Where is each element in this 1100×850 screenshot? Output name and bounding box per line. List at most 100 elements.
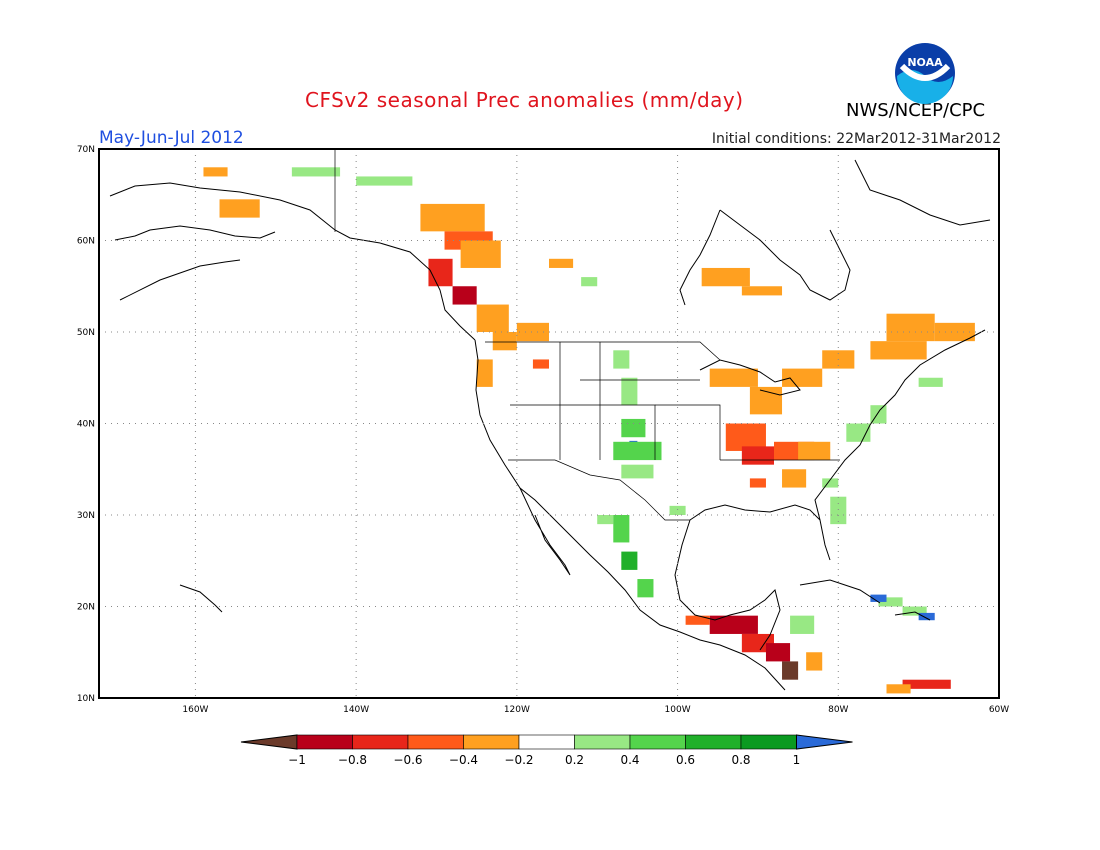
lat-tick-50N: 50N xyxy=(77,328,95,338)
colorbar-label: −1 xyxy=(288,753,306,767)
anomaly-cell xyxy=(918,612,935,621)
initial-conditions: Initial conditions: 22Mar2012-31Mar2012 xyxy=(711,131,1001,147)
anomaly-cell xyxy=(830,496,847,525)
anomaly-cell xyxy=(846,423,871,442)
anomaly-cell xyxy=(420,203,485,232)
lat-tick-labels: 10N 20N 30N 40N 50N 60N 70N xyxy=(77,145,95,704)
anomaly-cell xyxy=(219,199,260,218)
anomaly-cell xyxy=(782,368,823,387)
anomaly-cell xyxy=(356,176,413,186)
colorbar-segment xyxy=(407,734,464,750)
colorbar-label: 0.6 xyxy=(676,753,695,767)
colorbar-label: 1 xyxy=(793,753,801,767)
colorbar: −1 −0.8 −0.6 −0.4 −0.2 0.2 0.4 0.6 0.8 1 xyxy=(240,734,853,767)
colorbar-segment xyxy=(352,734,409,750)
lat-tick-70N: 70N xyxy=(77,145,95,155)
anomaly-cell xyxy=(452,286,477,305)
anomaly-cell xyxy=(765,643,791,662)
anomaly-cell xyxy=(613,350,630,369)
anomaly-cell xyxy=(621,418,646,438)
anomaly-cell xyxy=(203,167,228,177)
anomaly-cell xyxy=(870,341,927,360)
lat-tick-40N: 40N xyxy=(77,420,95,430)
noaa-logo-text: NOAA xyxy=(907,56,943,69)
anomaly-cell xyxy=(918,377,943,387)
anomaly-cell xyxy=(621,551,638,570)
anomaly-cell xyxy=(798,441,831,461)
lat-tick-10N: 10N xyxy=(77,694,95,704)
colorbar-label: −0.8 xyxy=(338,753,367,767)
lon-tick-140W: 140W xyxy=(343,705,369,715)
colorbar-segment xyxy=(629,734,686,750)
anomaly-cell xyxy=(291,167,341,177)
lon-tick-labels: 160W 140W 120W 100W 80W 60W xyxy=(182,705,1009,715)
lon-tick-120W: 120W xyxy=(504,705,530,715)
noaa-logo: NOAA xyxy=(895,43,955,104)
agency-label: NWS/NCEP/CPC xyxy=(846,100,986,121)
anomaly-cell xyxy=(460,240,501,268)
anomaly-cell xyxy=(637,579,654,598)
anomaly-cell xyxy=(709,368,758,387)
colorbar-label: −0.2 xyxy=(504,753,533,767)
anomaly-cell xyxy=(428,258,453,287)
map-frame xyxy=(98,148,1000,699)
colorbar-label: −0.4 xyxy=(449,753,478,767)
colorbar-label: 0.8 xyxy=(731,753,750,767)
anomaly-cell xyxy=(581,277,598,287)
lat-tick-60N: 60N xyxy=(77,237,95,247)
anomaly-cell xyxy=(741,446,774,465)
anomaly-cell xyxy=(621,464,654,479)
anomaly-cell xyxy=(669,505,686,515)
anomaly-cell xyxy=(806,652,823,671)
anomaly-cell xyxy=(782,661,799,680)
colorbar-label: −0.6 xyxy=(393,753,422,767)
anomaly-cell xyxy=(782,469,807,488)
anomaly-cell xyxy=(822,478,839,488)
anomaly-cell xyxy=(878,597,903,607)
anomaly-cell xyxy=(613,441,662,461)
anomaly-cell xyxy=(685,615,710,625)
anomaly-cell xyxy=(870,594,887,602)
anomaly-cell xyxy=(476,304,509,332)
map-title: CFSv2 seasonal Prec anomalies (mm/day) xyxy=(305,88,744,112)
anomaly-cell xyxy=(790,615,815,634)
colorbar-segment xyxy=(685,734,742,750)
coastlines xyxy=(109,159,991,691)
colorbar-segment xyxy=(463,734,520,750)
colorbar-arrow-high xyxy=(796,734,853,750)
anomaly-cell xyxy=(532,359,549,369)
anomaly-cell xyxy=(701,267,750,287)
anomaly-cell xyxy=(621,377,638,406)
anomaly-cell xyxy=(886,313,935,342)
colorbar-segment xyxy=(574,734,631,750)
colorbar-arrow-low xyxy=(240,734,298,750)
anomaly-cell xyxy=(902,679,951,689)
forecast-period: May-Jun-Jul 2012 xyxy=(99,128,244,148)
lon-tick-60W: 60W xyxy=(989,705,1009,715)
anomaly-cell xyxy=(613,515,630,543)
anomaly-cell xyxy=(741,286,783,296)
lon-tick-80W: 80W xyxy=(828,705,848,715)
map-plot xyxy=(98,148,1000,699)
lat-lon-grid xyxy=(99,149,999,698)
borders xyxy=(334,149,840,521)
anomaly-cell xyxy=(886,684,911,694)
colorbar-label: 0.2 xyxy=(565,753,584,767)
anomaly-cell xyxy=(749,478,766,488)
anomaly-cell xyxy=(516,322,549,342)
lat-tick-20N: 20N xyxy=(77,603,95,613)
anomaly-cell xyxy=(549,258,574,268)
lat-tick-30N: 30N xyxy=(77,511,95,521)
anomaly-cell xyxy=(902,606,927,616)
anomaly-cell xyxy=(934,322,975,342)
colorbar-label: 0.4 xyxy=(620,753,639,767)
anomaly-cell xyxy=(709,615,758,634)
anomaly-cell xyxy=(492,332,517,351)
lon-tick-100W: 100W xyxy=(665,705,691,715)
anomaly-cell xyxy=(476,359,493,387)
anomaly-cell xyxy=(597,515,614,525)
colorbar-segment xyxy=(518,734,575,750)
colorbar-segment xyxy=(740,734,797,750)
colorbar-segment xyxy=(296,734,353,750)
